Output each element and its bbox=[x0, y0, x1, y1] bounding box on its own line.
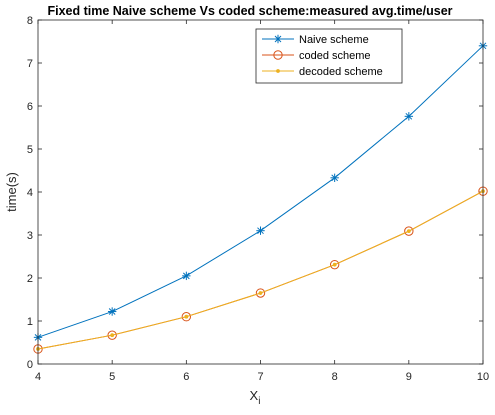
series-layer bbox=[33, 41, 488, 354]
asterisk-stroke bbox=[405, 112, 413, 120]
legend-marker bbox=[276, 69, 280, 73]
data-point-series-1 bbox=[182, 271, 191, 281]
legend-marker bbox=[273, 50, 283, 60]
data-point-series-3 bbox=[184, 314, 189, 319]
data-point-series-1 bbox=[256, 226, 265, 235]
y-tick-label: 7 bbox=[27, 58, 33, 70]
x-tick-label: 4 bbox=[35, 371, 41, 383]
x-tick-label: 10 bbox=[477, 371, 489, 383]
x-tick-label: 5 bbox=[109, 371, 115, 383]
asterisk-stroke bbox=[257, 227, 264, 235]
data-point-series-2 bbox=[329, 259, 340, 270]
legend: Naive scheme coded scheme decoded scheme bbox=[255, 28, 403, 84]
legend-label: coded scheme bbox=[299, 50, 371, 62]
x-axis-label-main: X bbox=[250, 388, 259, 403]
data-point-series-2 bbox=[107, 330, 117, 340]
chart-title: Fixed time Naive scheme Vs coded scheme:… bbox=[47, 4, 452, 18]
legend-label: Naive scheme bbox=[299, 34, 369, 46]
asterisk-stroke bbox=[108, 308, 116, 315]
x-tick-label: 7 bbox=[257, 371, 263, 383]
data-point-series-3 bbox=[258, 291, 263, 295]
x-tick-label: 8 bbox=[332, 371, 338, 383]
y-tick-label: 0 bbox=[27, 359, 33, 371]
data-point-series-2 bbox=[255, 288, 266, 298]
y-tick-label: 8 bbox=[27, 15, 33, 27]
legend-box bbox=[255, 28, 403, 84]
x-tick-label: 6 bbox=[183, 371, 189, 383]
asterisk-stroke bbox=[274, 35, 282, 43]
plot-frame bbox=[37, 19, 484, 365]
y-tick-label: 5 bbox=[27, 144, 33, 156]
data-point-series-2 bbox=[404, 226, 414, 236]
data-point-series-3 bbox=[332, 262, 337, 267]
y-tick-label: 1 bbox=[27, 316, 33, 328]
y-tick-label: 4 bbox=[27, 187, 33, 199]
legend-marker bbox=[273, 34, 283, 44]
data-point-series-1 bbox=[107, 307, 117, 316]
y-tick-label: 6 bbox=[27, 101, 33, 113]
data-point-series-3 bbox=[110, 333, 115, 338]
data-point-series-1 bbox=[330, 173, 339, 183]
legend-label: decoded scheme bbox=[299, 66, 383, 78]
y-tick-label: 3 bbox=[27, 230, 33, 242]
data-point-series-1 bbox=[404, 112, 414, 121]
y-axis-label: time(s) bbox=[4, 172, 19, 212]
y-tick-label: 2 bbox=[27, 273, 33, 285]
x-axis-label-subscript: i bbox=[258, 396, 260, 407]
data-point-series-2 bbox=[181, 312, 192, 322]
data-point-series-3 bbox=[406, 229, 411, 234]
asterisk-stroke bbox=[331, 174, 339, 182]
x-tick-label: 9 bbox=[406, 371, 412, 383]
x-axis-label: Xi bbox=[250, 388, 261, 407]
asterisk-stroke bbox=[182, 272, 190, 280]
